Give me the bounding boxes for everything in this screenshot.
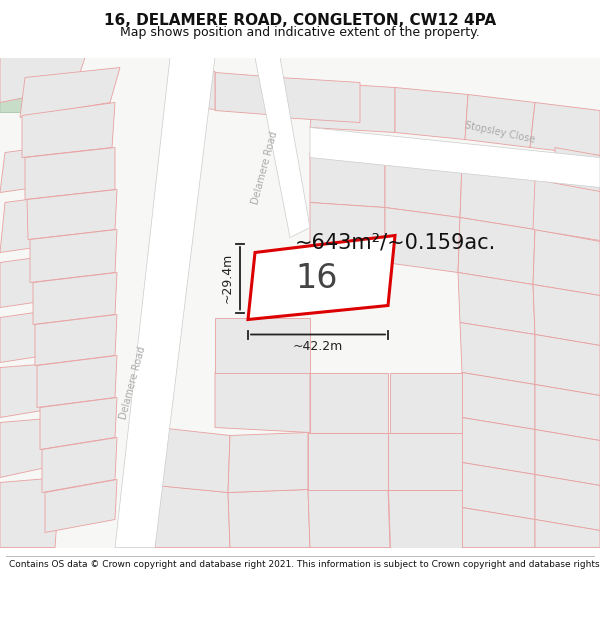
Polygon shape bbox=[385, 158, 462, 218]
Polygon shape bbox=[0, 308, 70, 362]
Polygon shape bbox=[535, 519, 600, 548]
Polygon shape bbox=[462, 372, 535, 429]
Polygon shape bbox=[27, 189, 117, 239]
Polygon shape bbox=[388, 432, 462, 489]
Text: ~42.2m: ~42.2m bbox=[293, 341, 343, 354]
Polygon shape bbox=[458, 217, 535, 284]
Text: ~643m²/~0.159ac.: ~643m²/~0.159ac. bbox=[295, 232, 496, 253]
Text: Delamere Road: Delamere Road bbox=[250, 130, 280, 205]
Polygon shape bbox=[388, 489, 462, 548]
Polygon shape bbox=[280, 78, 360, 122]
Polygon shape bbox=[533, 284, 600, 346]
Polygon shape bbox=[535, 334, 600, 396]
Text: ~29.4m: ~29.4m bbox=[221, 253, 234, 303]
Polygon shape bbox=[465, 94, 535, 148]
Polygon shape bbox=[535, 474, 600, 531]
Polygon shape bbox=[395, 88, 468, 139]
Polygon shape bbox=[30, 229, 117, 282]
Polygon shape bbox=[460, 322, 535, 384]
Polygon shape bbox=[390, 372, 462, 432]
Polygon shape bbox=[25, 148, 115, 199]
Polygon shape bbox=[555, 148, 600, 192]
Polygon shape bbox=[0, 362, 65, 418]
Polygon shape bbox=[530, 102, 600, 156]
Polygon shape bbox=[310, 202, 385, 262]
Polygon shape bbox=[37, 356, 117, 408]
Polygon shape bbox=[115, 58, 215, 548]
Polygon shape bbox=[255, 58, 310, 238]
Polygon shape bbox=[0, 58, 85, 102]
Polygon shape bbox=[155, 428, 230, 493]
Polygon shape bbox=[0, 58, 75, 112]
Polygon shape bbox=[228, 489, 310, 548]
Polygon shape bbox=[0, 253, 72, 308]
Polygon shape bbox=[310, 372, 388, 432]
Polygon shape bbox=[385, 208, 460, 272]
Polygon shape bbox=[248, 236, 395, 319]
Polygon shape bbox=[462, 418, 535, 474]
Polygon shape bbox=[535, 429, 600, 486]
Polygon shape bbox=[0, 478, 60, 548]
Polygon shape bbox=[310, 127, 600, 188]
Polygon shape bbox=[0, 418, 60, 478]
Polygon shape bbox=[45, 479, 117, 532]
Polygon shape bbox=[533, 179, 600, 241]
Polygon shape bbox=[33, 272, 117, 324]
Polygon shape bbox=[462, 462, 535, 519]
Polygon shape bbox=[20, 68, 120, 118]
Polygon shape bbox=[215, 72, 280, 116]
Polygon shape bbox=[155, 486, 230, 548]
Polygon shape bbox=[170, 68, 215, 109]
Polygon shape bbox=[535, 384, 600, 441]
Text: 16: 16 bbox=[295, 262, 338, 295]
Polygon shape bbox=[458, 272, 535, 334]
Polygon shape bbox=[215, 372, 310, 432]
Polygon shape bbox=[0, 192, 80, 253]
Polygon shape bbox=[42, 438, 117, 493]
Polygon shape bbox=[22, 102, 115, 158]
Text: Contains OS data © Crown copyright and database right 2021. This information is : Contains OS data © Crown copyright and d… bbox=[9, 560, 600, 569]
Polygon shape bbox=[40, 398, 117, 449]
Text: Stopsley Close: Stopsley Close bbox=[464, 120, 536, 145]
Polygon shape bbox=[533, 229, 600, 296]
Polygon shape bbox=[0, 58, 600, 548]
Polygon shape bbox=[308, 489, 390, 548]
Text: 16, DELAMERE ROAD, CONGLETON, CW12 4PA: 16, DELAMERE ROAD, CONGLETON, CW12 4PA bbox=[104, 13, 496, 28]
Text: Map shows position and indicative extent of the property.: Map shows position and indicative extent… bbox=[120, 26, 480, 39]
Polygon shape bbox=[310, 152, 385, 208]
Polygon shape bbox=[215, 318, 310, 372]
Polygon shape bbox=[310, 82, 395, 132]
Polygon shape bbox=[35, 314, 117, 366]
Polygon shape bbox=[228, 432, 308, 492]
Polygon shape bbox=[460, 162, 538, 229]
Text: Delamere Road: Delamere Road bbox=[118, 345, 148, 420]
Polygon shape bbox=[0, 142, 80, 192]
Polygon shape bbox=[308, 432, 388, 489]
Polygon shape bbox=[462, 508, 535, 548]
